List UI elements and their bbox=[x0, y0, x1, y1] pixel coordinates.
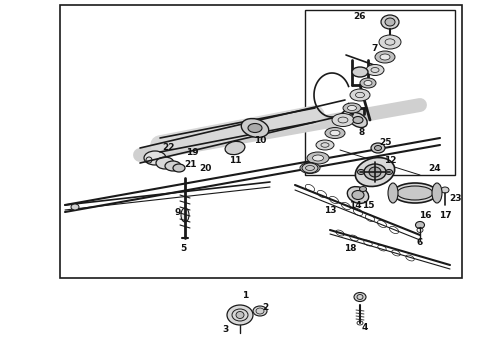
Text: 26: 26 bbox=[354, 12, 366, 21]
Ellipse shape bbox=[181, 208, 189, 222]
Ellipse shape bbox=[330, 130, 340, 136]
Ellipse shape bbox=[349, 112, 367, 127]
Ellipse shape bbox=[366, 64, 384, 76]
Ellipse shape bbox=[350, 89, 370, 101]
Ellipse shape bbox=[325, 127, 345, 139]
Ellipse shape bbox=[236, 311, 244, 319]
Text: 23: 23 bbox=[449, 194, 461, 202]
Text: 9: 9 bbox=[175, 207, 181, 216]
Ellipse shape bbox=[332, 113, 354, 126]
Ellipse shape bbox=[379, 35, 401, 49]
Text: 19: 19 bbox=[186, 148, 198, 157]
Ellipse shape bbox=[364, 164, 386, 180]
Text: 13: 13 bbox=[324, 206, 336, 215]
Text: 8: 8 bbox=[359, 127, 365, 136]
Ellipse shape bbox=[156, 157, 174, 169]
Text: 1: 1 bbox=[242, 291, 248, 300]
Text: 11: 11 bbox=[229, 156, 241, 165]
Ellipse shape bbox=[300, 162, 320, 174]
Ellipse shape bbox=[307, 152, 329, 164]
Ellipse shape bbox=[360, 78, 376, 88]
Ellipse shape bbox=[316, 140, 334, 150]
Text: 2: 2 bbox=[262, 302, 268, 311]
Ellipse shape bbox=[386, 170, 392, 175]
Ellipse shape bbox=[253, 306, 267, 316]
Ellipse shape bbox=[385, 18, 395, 26]
Ellipse shape bbox=[71, 204, 79, 210]
Ellipse shape bbox=[313, 155, 323, 161]
Ellipse shape bbox=[343, 103, 361, 113]
Ellipse shape bbox=[371, 143, 385, 153]
Text: 16: 16 bbox=[419, 211, 431, 220]
Text: 5: 5 bbox=[180, 243, 186, 252]
Ellipse shape bbox=[360, 186, 367, 192]
Text: 21: 21 bbox=[184, 159, 196, 168]
Ellipse shape bbox=[165, 161, 181, 171]
Ellipse shape bbox=[393, 183, 437, 203]
Ellipse shape bbox=[353, 117, 363, 123]
Ellipse shape bbox=[364, 81, 372, 86]
Ellipse shape bbox=[369, 167, 381, 177]
Text: 20: 20 bbox=[199, 163, 211, 172]
Ellipse shape bbox=[355, 158, 394, 186]
Text: 6: 6 bbox=[417, 238, 423, 247]
Text: 10: 10 bbox=[254, 135, 266, 144]
Ellipse shape bbox=[144, 151, 166, 165]
Ellipse shape bbox=[173, 164, 185, 172]
Text: 12: 12 bbox=[384, 156, 396, 165]
Ellipse shape bbox=[347, 186, 368, 203]
Ellipse shape bbox=[302, 163, 318, 173]
Text: 18: 18 bbox=[344, 243, 356, 252]
Ellipse shape bbox=[225, 141, 245, 155]
Ellipse shape bbox=[352, 190, 364, 199]
Ellipse shape bbox=[241, 118, 269, 138]
Ellipse shape bbox=[441, 187, 449, 193]
Ellipse shape bbox=[352, 67, 368, 77]
Ellipse shape bbox=[358, 170, 365, 175]
Bar bbox=[60, 5, 462, 278]
Ellipse shape bbox=[397, 186, 433, 200]
Text: 25: 25 bbox=[379, 138, 391, 147]
Ellipse shape bbox=[227, 305, 253, 325]
Text: 15: 15 bbox=[362, 201, 374, 210]
Text: 4: 4 bbox=[362, 324, 368, 333]
Ellipse shape bbox=[432, 183, 442, 203]
Ellipse shape bbox=[381, 15, 399, 29]
Ellipse shape bbox=[375, 51, 395, 63]
Ellipse shape bbox=[374, 145, 382, 150]
Text: 17: 17 bbox=[439, 211, 451, 220]
Ellipse shape bbox=[354, 292, 366, 302]
Ellipse shape bbox=[380, 54, 390, 60]
Ellipse shape bbox=[248, 123, 262, 132]
Ellipse shape bbox=[347, 105, 357, 111]
Text: 22: 22 bbox=[162, 143, 174, 152]
Text: 14: 14 bbox=[349, 201, 361, 210]
Ellipse shape bbox=[388, 183, 398, 203]
Ellipse shape bbox=[416, 221, 424, 229]
Text: 7: 7 bbox=[372, 44, 378, 53]
Text: 24: 24 bbox=[429, 163, 441, 172]
Text: 3: 3 bbox=[222, 325, 228, 334]
